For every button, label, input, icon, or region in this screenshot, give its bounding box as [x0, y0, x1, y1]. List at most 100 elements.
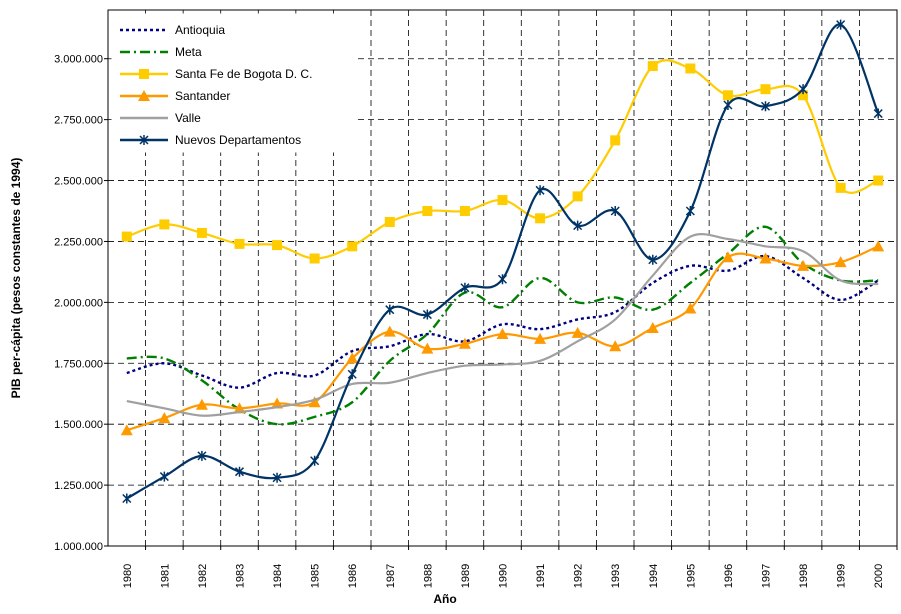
marker [573, 220, 583, 231]
x-tick-label: 1984 [272, 564, 284, 588]
marker [384, 216, 395, 227]
marker [722, 90, 733, 101]
y-tick-label: 2.500.000 [54, 176, 103, 188]
marker [195, 398, 208, 410]
series-line [126, 233, 879, 417]
marker [834, 256, 847, 268]
x-tick-label: 1989 [460, 564, 472, 588]
marker [422, 206, 433, 216]
x-tick-label: 1993 [610, 564, 622, 588]
marker [497, 274, 508, 285]
marker [120, 424, 133, 436]
y-tick-label: 3.000.000 [54, 54, 103, 66]
marker [460, 282, 470, 293]
legend-box [111, 13, 357, 153]
marker [496, 328, 509, 340]
marker [383, 325, 396, 337]
marker [138, 90, 150, 101]
marker [347, 369, 357, 380]
marker [873, 108, 883, 119]
x-tick-label: 1985 [310, 564, 322, 588]
marker [798, 90, 809, 101]
marker [234, 466, 245, 477]
marker [272, 472, 282, 483]
x-tick-label: 1994 [648, 564, 660, 588]
series-line [126, 225, 879, 426]
x-tick-label: 1991 [535, 564, 547, 588]
marker [835, 182, 846, 193]
marker [797, 259, 810, 271]
x-axis-title: Año [433, 592, 456, 606]
y-tick-label: 2.750.000 [54, 115, 103, 127]
marker [572, 191, 583, 202]
x-tick-label: 2000 [873, 564, 885, 588]
marker [308, 396, 321, 408]
marker [122, 493, 132, 504]
marker [535, 185, 545, 196]
marker [309, 253, 320, 264]
x-tick-label: 1987 [385, 564, 397, 588]
marker [139, 135, 149, 145]
y-tick-label: 1.000.000 [54, 541, 103, 553]
marker [610, 206, 620, 216]
marker [139, 69, 149, 79]
marker [723, 100, 733, 111]
x-tick-label: 1982 [197, 564, 209, 588]
x-tick-label: 1990 [498, 564, 510, 588]
marker [458, 337, 471, 349]
x-tick-label: 1980 [122, 564, 134, 588]
marker [646, 321, 659, 333]
marker [872, 240, 885, 252]
x-tick-label: 1988 [422, 564, 434, 588]
marker [798, 84, 808, 95]
plot-frame [107, 9, 898, 547]
marker [759, 252, 772, 264]
marker [196, 227, 207, 238]
marker [234, 238, 245, 249]
y-tick-label: 1.750.000 [54, 358, 103, 370]
marker [610, 135, 621, 146]
legend-label: Antioquia [175, 23, 225, 37]
marker [760, 101, 771, 112]
x-tick-label: 1986 [347, 564, 359, 588]
x-tick-label: 1981 [159, 564, 171, 588]
y-tick-label: 2.250.000 [54, 236, 103, 248]
legend-label: Santander [175, 89, 230, 103]
y-tick-label: 1.250.000 [54, 480, 103, 492]
marker [684, 302, 697, 314]
marker [459, 206, 470, 216]
legend: Antioquia Meta Santa Fe de Bogota D. C. San… [111, 13, 357, 153]
marker [385, 304, 395, 315]
marker [159, 219, 170, 230]
legend-label: Valle [175, 111, 201, 125]
legend-label: Nuevos Departamentos [175, 133, 301, 147]
marker [272, 240, 283, 251]
y-tick-label: 2.000.000 [54, 297, 103, 309]
marker [760, 84, 771, 95]
x-tick-label: 1998 [798, 564, 810, 588]
marker [310, 455, 320, 466]
marker [648, 254, 658, 265]
x-tick-label: 1995 [685, 564, 697, 588]
x-tick-label: 1992 [573, 564, 585, 588]
marker [158, 412, 171, 424]
marker [534, 332, 547, 344]
legend-label: Santa Fe de Bogota D. C. [175, 67, 312, 81]
marker [721, 251, 734, 263]
marker [346, 352, 359, 364]
y-axis-title: PIB per-cápita (pesos constantes de 1994… [9, 158, 23, 399]
marker [497, 195, 508, 206]
marker [121, 231, 132, 242]
x-tick-label: 1996 [723, 564, 735, 588]
marker [422, 309, 432, 320]
legend-label: Meta [175, 45, 202, 59]
marker [836, 19, 846, 30]
marker [347, 241, 358, 252]
marker [685, 63, 696, 74]
marker [535, 213, 546, 224]
y-tick-label: 1.500.000 [54, 419, 103, 431]
marker [571, 326, 584, 338]
marker [647, 61, 658, 72]
marker [159, 471, 169, 482]
